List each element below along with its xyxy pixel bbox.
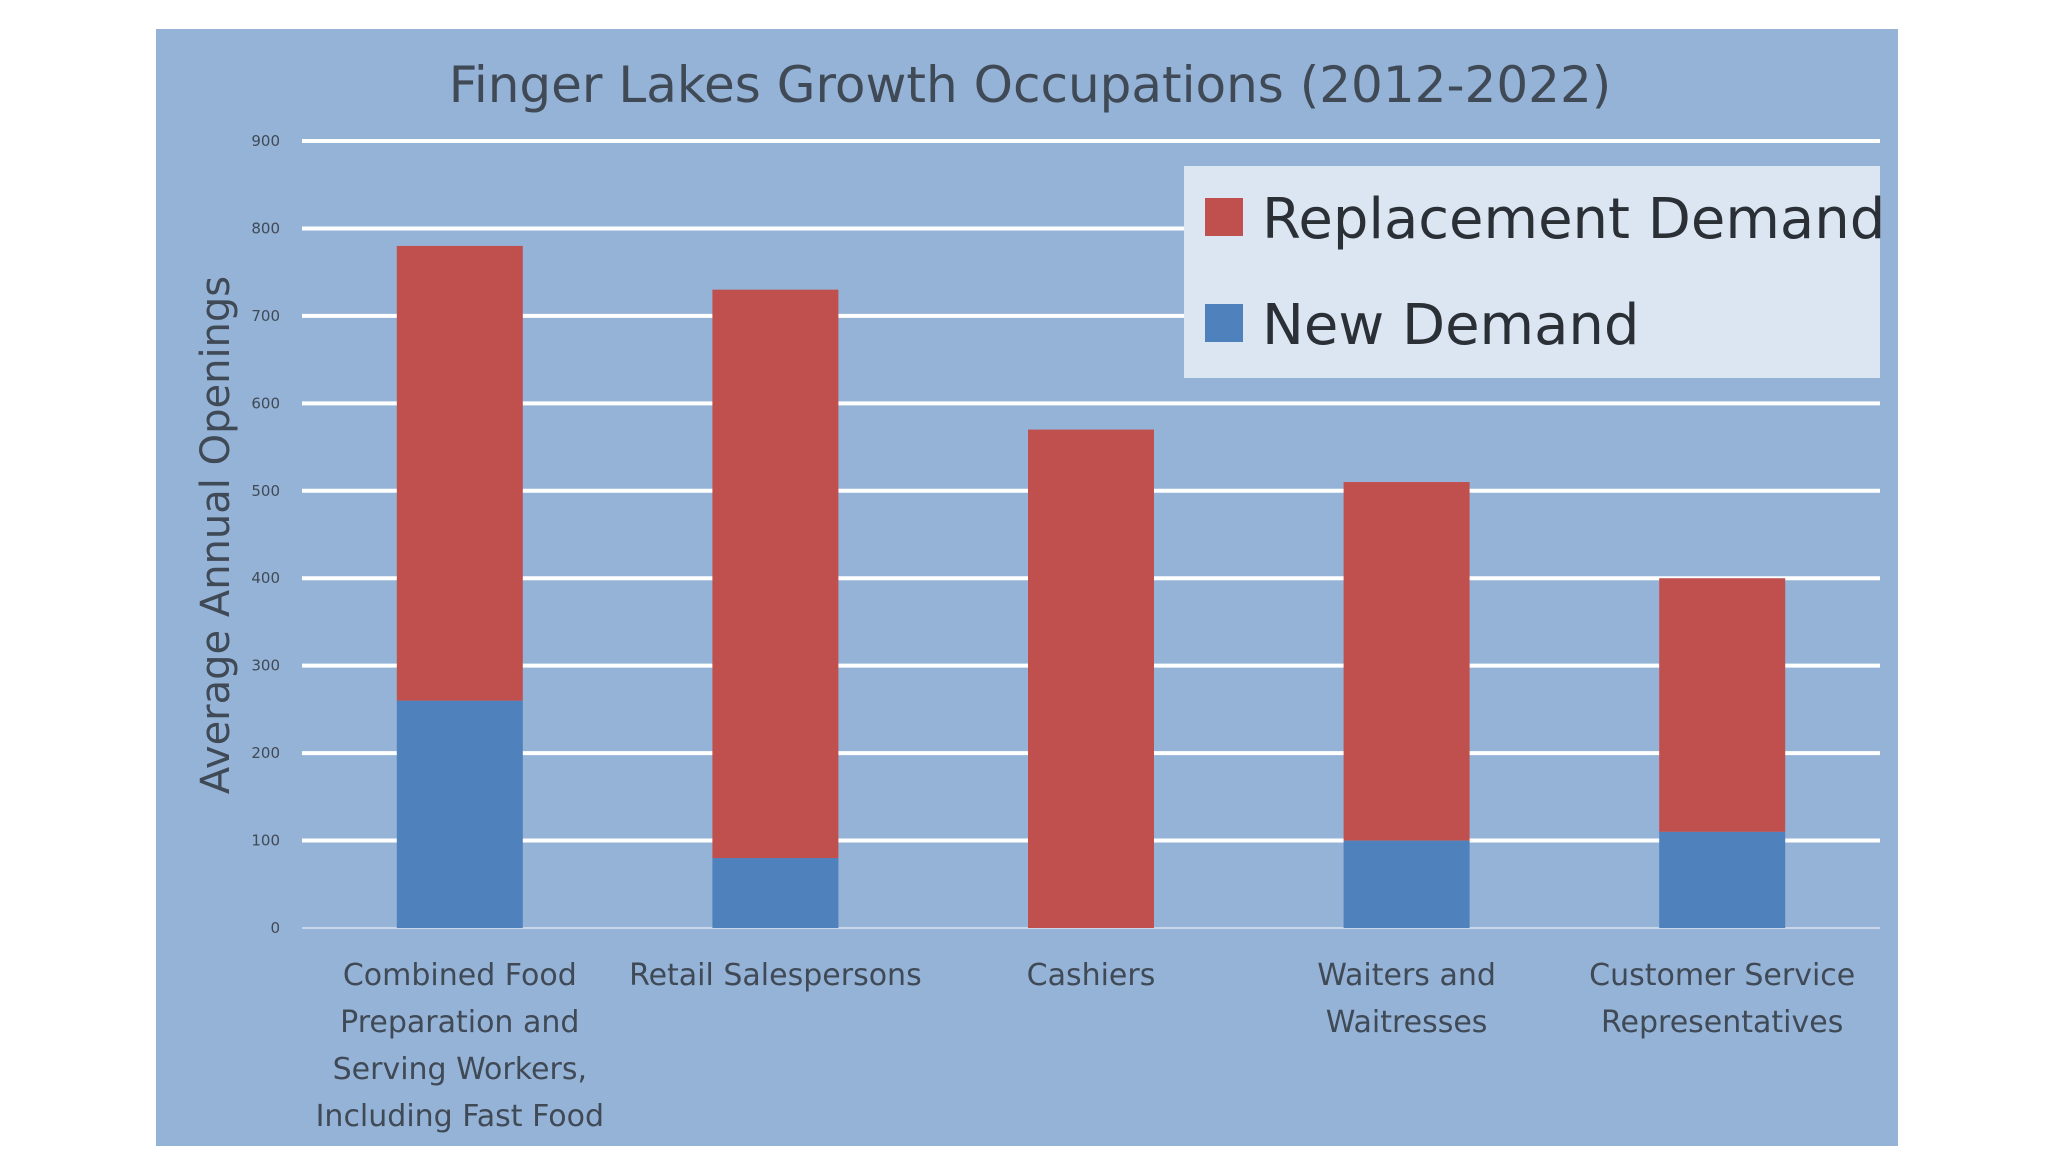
y-tick-label: 400 — [251, 569, 280, 587]
x-category-label: Customer Service — [1589, 958, 1855, 993]
legend-swatch — [1205, 198, 1243, 236]
bar-new-demand — [396, 700, 523, 928]
x-category-label: Serving Workers, — [333, 1052, 587, 1087]
y-tick-label: 0 — [270, 919, 280, 937]
bar-new-demand — [712, 858, 839, 928]
x-category-label: Combined Food — [343, 958, 577, 993]
legend-label: New Demand — [1262, 293, 1639, 358]
y-tick-label: 300 — [251, 657, 280, 675]
y-tick-label: 500 — [251, 482, 280, 500]
bar-replacement-demand — [1028, 429, 1154, 928]
x-category-label: Waitresses — [1326, 1005, 1488, 1040]
y-tick-label: 700 — [251, 307, 280, 325]
legend-label: Replacement Demand — [1262, 187, 1885, 252]
y-axis-label: Average Annual Openings — [193, 276, 239, 794]
y-tick-label: 800 — [251, 219, 280, 237]
x-category-label: Preparation and — [340, 1005, 579, 1040]
x-category-label: Waiters and — [1317, 958, 1496, 993]
bar-new-demand — [1659, 831, 1786, 928]
bar-new-demand — [1343, 840, 1470, 928]
x-category-label: Including Fast Food — [316, 1099, 604, 1134]
legend-swatch — [1205, 304, 1243, 342]
y-tick-label: 200 — [251, 744, 280, 762]
chart-title: Finger Lakes Growth Occupations (2012-20… — [449, 56, 1612, 114]
bar-replacement-demand — [1659, 578, 1786, 832]
bar-replacement-demand — [712, 289, 839, 859]
y-tick-label: 900 — [251, 132, 280, 150]
legend-box — [1184, 166, 1880, 378]
y-tick-label: 100 — [251, 832, 280, 850]
y-tick-label: 600 — [251, 394, 280, 412]
x-category-label: Cashiers — [1027, 958, 1156, 993]
bar-replacement-demand — [1343, 482, 1470, 841]
x-category-label: Representatives — [1601, 1005, 1843, 1040]
x-category-label: Retail Salespersons — [629, 958, 922, 993]
bar-replacement-demand — [396, 245, 523, 701]
